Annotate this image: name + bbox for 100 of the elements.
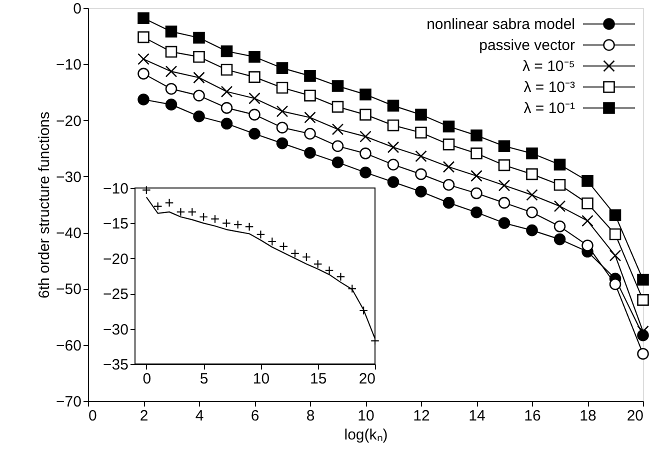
legend-label: nonlinear sabra model [426, 16, 575, 33]
point [498, 217, 510, 229]
point [554, 158, 566, 171]
y-tick-label: −10 [103, 180, 128, 198]
point [332, 156, 344, 168]
point [442, 160, 455, 173]
point [276, 62, 288, 74]
point [165, 98, 178, 110]
point [360, 108, 372, 121]
point [637, 325, 649, 338]
y-tick-label: −20 [103, 250, 128, 268]
x-tick-label: 16 [524, 408, 541, 424]
y-axis-title: 6th order structure functions [36, 112, 54, 298]
point [220, 102, 233, 114]
point [554, 200, 566, 212]
point [470, 206, 482, 218]
point [193, 32, 205, 44]
legend-label: λ = 10⁻³ [524, 79, 575, 96]
point [360, 166, 372, 178]
point [526, 206, 538, 218]
point [268, 237, 277, 246]
point [526, 224, 538, 236]
point [442, 196, 455, 209]
y-tick-label: −25 [103, 286, 128, 304]
y-tick-label: −20 [56, 112, 82, 130]
point [193, 90, 205, 102]
x-tick-label: 18 [580, 408, 596, 424]
point [165, 66, 178, 78]
point [220, 86, 233, 98]
legend-label: λ = 10⁻¹ [524, 100, 575, 117]
point [470, 130, 482, 142]
point [165, 46, 178, 58]
point [220, 118, 233, 130]
point [222, 218, 231, 228]
point [142, 186, 151, 195]
point [256, 230, 266, 239]
point [609, 250, 622, 262]
x-tick-label: 8 [306, 408, 315, 424]
x-tick-label: 15 [310, 370, 327, 388]
point [199, 212, 208, 222]
point [498, 140, 510, 152]
y-tick-label: −50 [56, 281, 82, 298]
point [498, 159, 510, 172]
point [165, 82, 178, 95]
point [360, 130, 372, 142]
x-tick-label: 2 [140, 408, 148, 424]
point [248, 50, 260, 63]
point [176, 208, 186, 216]
point [164, 198, 174, 208]
y-tick-label: −40 [56, 225, 82, 242]
point [360, 88, 372, 100]
point [244, 222, 254, 232]
x-tick-label: 10 [252, 370, 270, 388]
point [193, 50, 205, 63]
point [637, 348, 649, 360]
point [582, 214, 594, 227]
x-tick-label: 5 [200, 370, 208, 388]
point [248, 92, 260, 104]
point [442, 120, 455, 132]
x-tick-label: 20 [358, 370, 376, 388]
x-tick-label: 20 [626, 408, 644, 424]
point [554, 220, 566, 232]
point [387, 158, 400, 171]
y-tick-label: −60 [56, 337, 82, 354]
point [304, 146, 316, 159]
point [138, 31, 150, 44]
point [582, 240, 594, 252]
point [304, 128, 316, 140]
point [188, 208, 197, 216]
point [387, 176, 400, 188]
point [138, 53, 150, 65]
point [138, 68, 150, 80]
point [276, 137, 288, 150]
point [290, 249, 300, 258]
point [138, 12, 150, 24]
point [336, 272, 346, 282]
point [360, 148, 372, 160]
point [442, 178, 455, 191]
point [193, 72, 205, 84]
point [582, 197, 594, 210]
point [582, 175, 594, 187]
y-tick-label: −10 [56, 56, 82, 74]
point [415, 150, 427, 162]
y-tick-label: 0 [73, 0, 82, 18]
point [276, 82, 288, 94]
x-axis-title: log(kₙ) [344, 426, 388, 444]
point [248, 71, 260, 83]
point [138, 94, 150, 106]
point [609, 228, 622, 240]
x-tick-label: 14 [468, 408, 486, 424]
point [415, 126, 427, 139]
point [304, 70, 316, 82]
point [332, 123, 344, 136]
point [276, 122, 288, 134]
point [415, 108, 427, 121]
point [220, 64, 233, 76]
y-tick-label: −70 [56, 394, 82, 410]
point [554, 233, 566, 246]
point [193, 110, 205, 122]
x-tick-label: 0 [88, 408, 97, 424]
